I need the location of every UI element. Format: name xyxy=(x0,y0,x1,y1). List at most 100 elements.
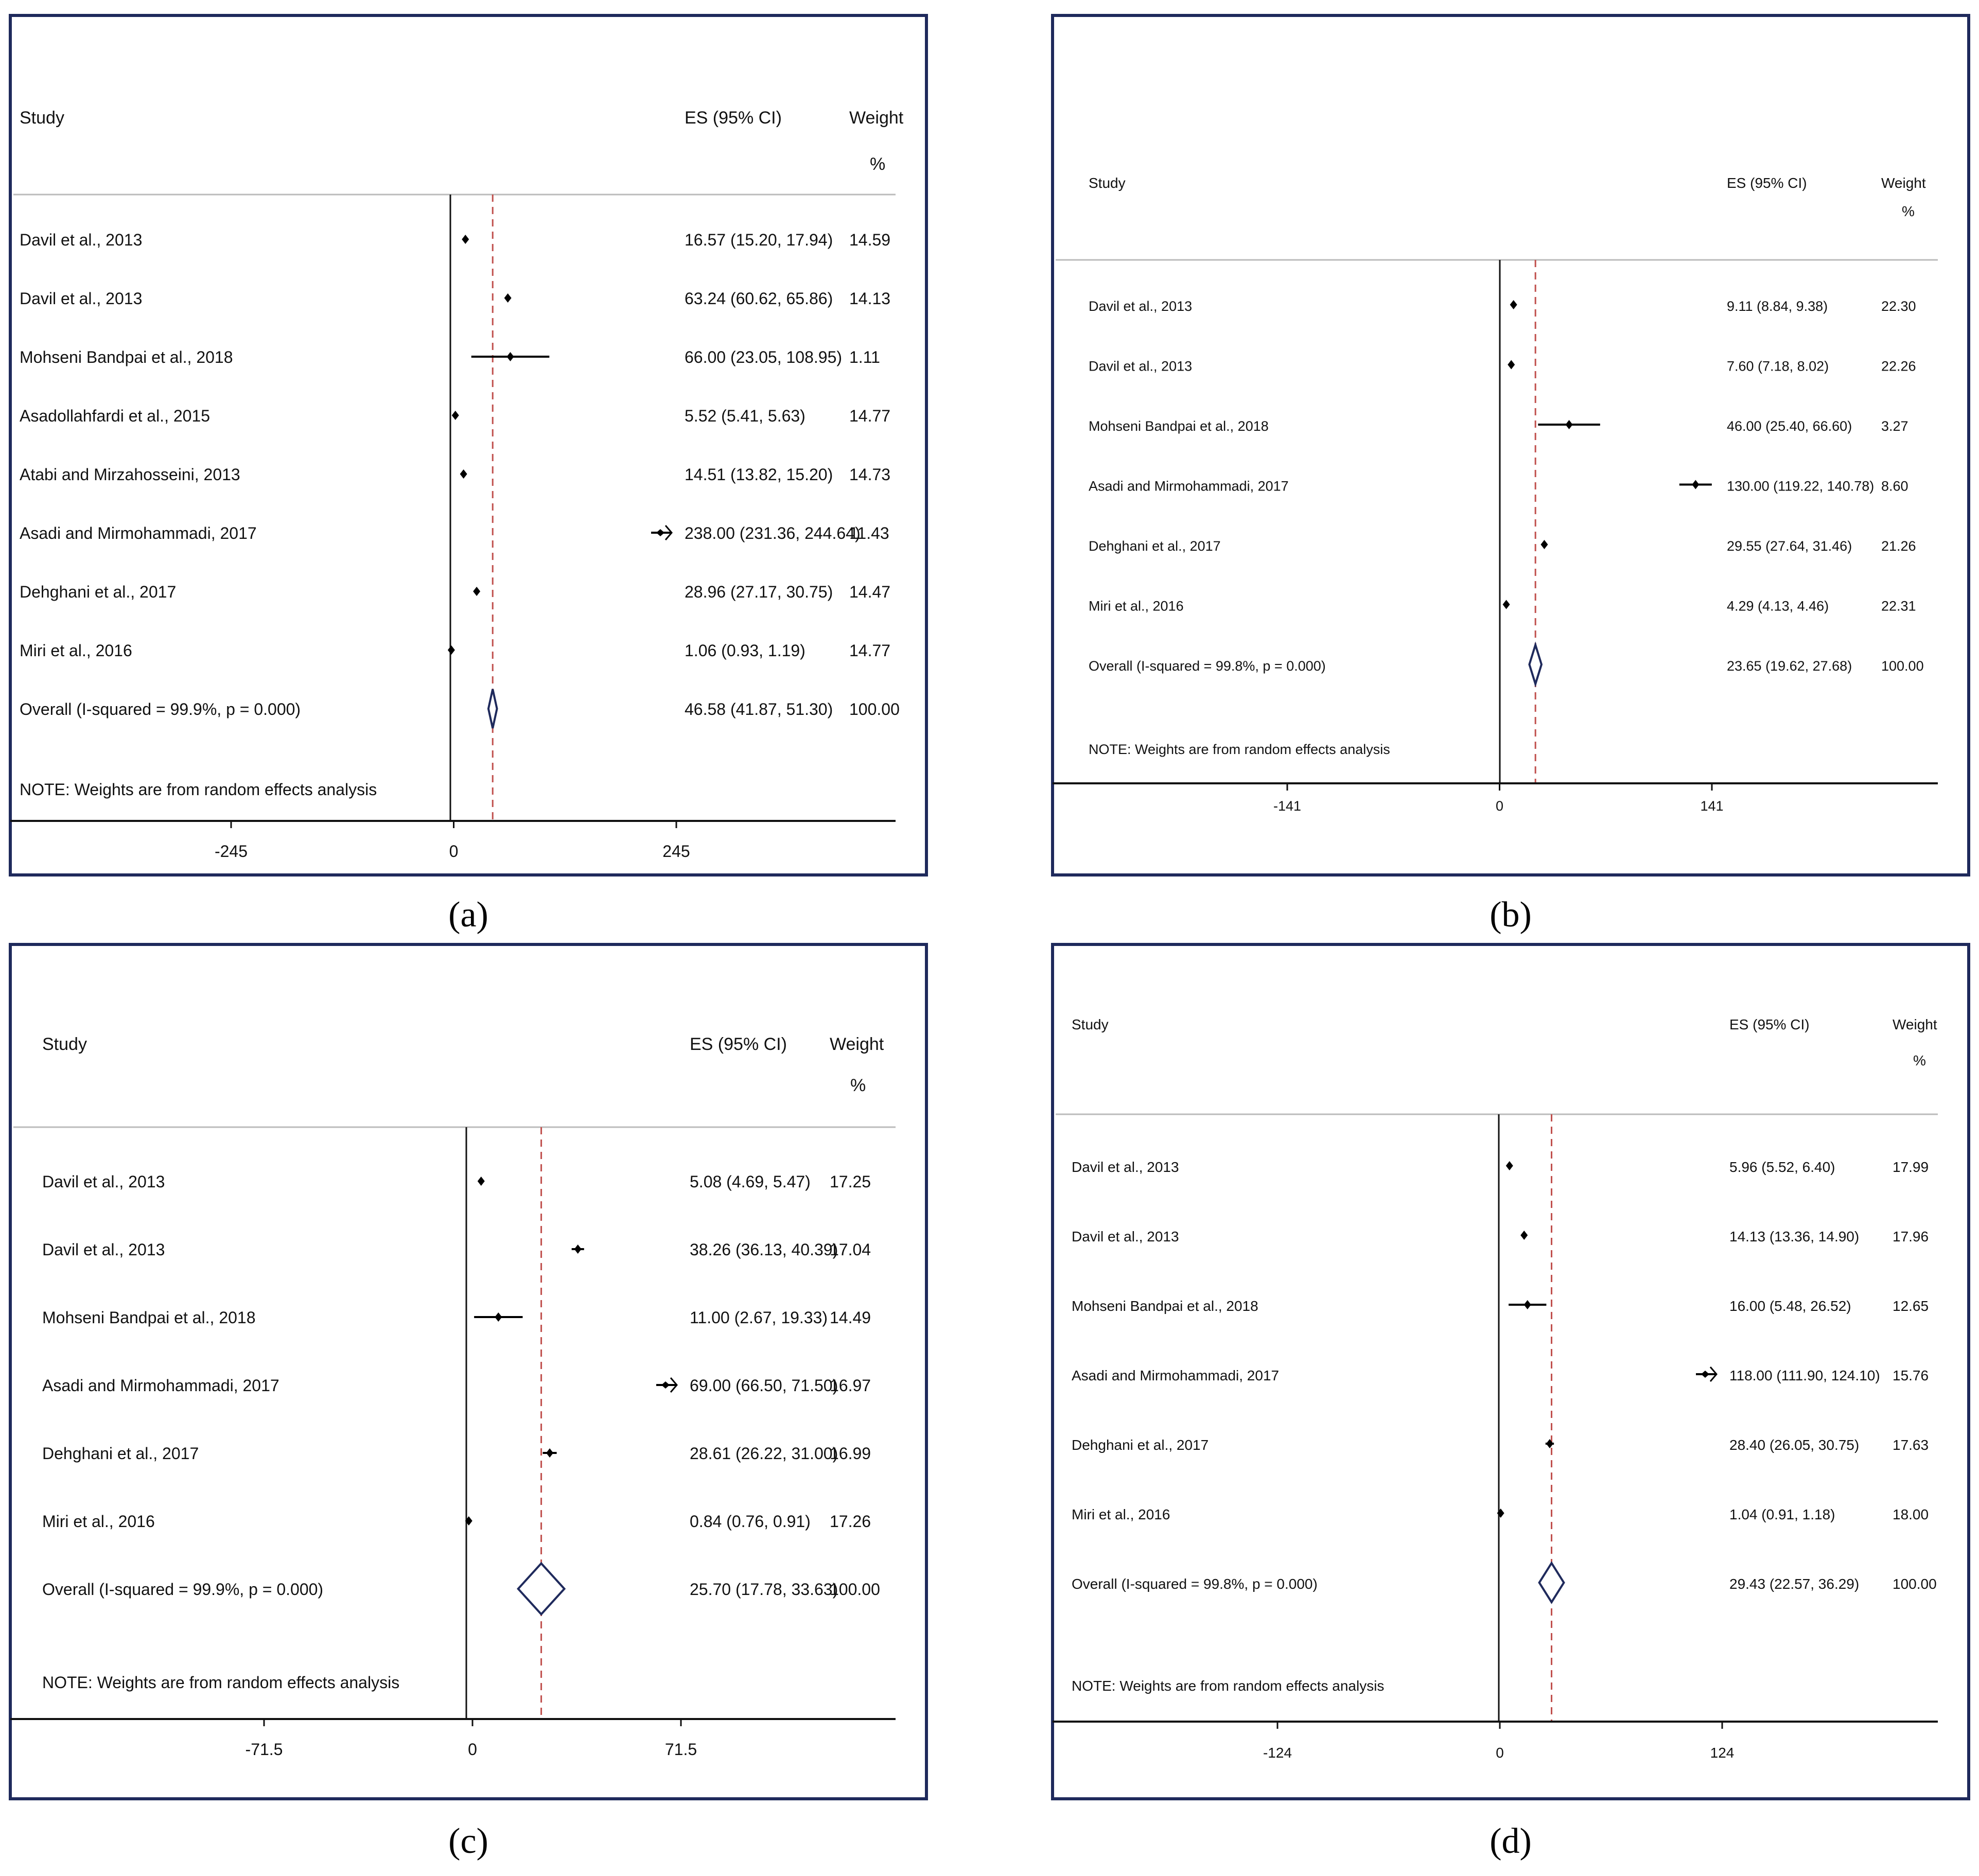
forest-panel-c: Study ES (95% CI) Weight% Davil et al., 201… xyxy=(9,943,928,1800)
study-weight: 16.97 xyxy=(830,1376,871,1395)
study-point xyxy=(495,1312,502,1322)
overall-diamond xyxy=(517,1562,566,1616)
panel-frame xyxy=(9,943,928,1800)
header-study: Study xyxy=(20,108,64,128)
x-tick-label: 245 xyxy=(662,842,690,861)
study-point xyxy=(1701,1371,1709,1378)
study-weight: 1.11 xyxy=(849,348,880,366)
study-label: Davil et al., 2013 xyxy=(42,1240,165,1259)
study-label: Miri et al., 2016 xyxy=(20,641,132,660)
header-es: ES (95% CI) xyxy=(1729,1016,1810,1032)
overall-label: Overall (I-squared = 99.9%, p = 0.000) xyxy=(20,700,301,718)
header-weight: Weight xyxy=(1881,175,1926,191)
study-label: Dehghani et al., 2017 xyxy=(20,583,176,601)
study-es-ci: 7.60 (7.18, 8.02) xyxy=(1727,359,1829,374)
x-tick-label: 0 xyxy=(1496,798,1503,814)
study-label: Mohseni Bandpai et al., 2018 xyxy=(1072,1298,1258,1314)
study-point xyxy=(462,235,469,244)
panel-caption-b: (b) xyxy=(1490,895,1532,935)
study-es-ci: 66.00 (23.05, 108.95) xyxy=(685,348,842,366)
study-label: Miri et al., 2016 xyxy=(42,1512,155,1531)
study-weight: 15.76 xyxy=(1893,1367,1929,1383)
study-label: Asadi and Mirmohammadi, 2017 xyxy=(20,524,257,542)
study-label: Asadollahfardi et al., 2015 xyxy=(20,407,210,425)
forest-panel-a: Study ES (95% CI) Weight% Davil et al., 201… xyxy=(9,14,928,876)
x-tick-label: -245 xyxy=(215,842,248,861)
study-weight: 17.96 xyxy=(1893,1229,1929,1244)
study-es-ci: 29.55 (27.64, 31.46) xyxy=(1727,538,1852,554)
header-weight-unit: % xyxy=(870,154,885,174)
study-label: Davil et al., 2013 xyxy=(1089,299,1192,314)
study-label: Miri et al., 2016 xyxy=(1072,1506,1170,1522)
header-weight-unit: % xyxy=(850,1076,866,1095)
study-weight: 17.25 xyxy=(830,1172,871,1191)
x-tick-label: 124 xyxy=(1710,1745,1735,1761)
study-point xyxy=(1540,540,1548,549)
study-arrow xyxy=(1709,1366,1718,1382)
overall-weight: 100.00 xyxy=(1881,658,1924,674)
study-weight: 17.26 xyxy=(830,1512,871,1531)
header-study: Study xyxy=(1089,175,1126,191)
header-weight: Weight xyxy=(849,108,904,128)
panel-frame xyxy=(1051,943,1970,1800)
study-es-ci: 5.96 (5.52, 6.40) xyxy=(1729,1159,1835,1175)
forest-panel-b: Study ES (95% CI) Weight% Davil et al., 201… xyxy=(1051,14,1970,876)
study-weight: 11.43 xyxy=(849,524,889,542)
study-point xyxy=(506,352,514,361)
header-weight-unit: % xyxy=(1902,203,1915,219)
study-es-ci: 5.52 (5.41, 5.63) xyxy=(685,407,805,425)
overall-label: Overall (I-squared = 99.8%, p = 0.000) xyxy=(1089,658,1326,674)
panel-frame xyxy=(1051,14,1970,876)
forest-panel-d: Study ES (95% CI) Weight% Davil et al., 201… xyxy=(1051,943,1970,1800)
study-es-ci: 16.00 (5.48, 26.52) xyxy=(1729,1298,1851,1314)
study-point xyxy=(1497,1509,1504,1518)
study-es-ci: 1.04 (0.91, 1.18) xyxy=(1729,1506,1835,1522)
study-label: Dehghani et al., 2017 xyxy=(42,1444,199,1463)
study-label: Davil et al., 2013 xyxy=(42,1172,165,1191)
header-es: ES (95% CI) xyxy=(1727,175,1807,191)
header-weight-unit: % xyxy=(1913,1053,1926,1068)
overall-weight: 100.00 xyxy=(849,700,900,718)
study-es-ci: 63.24 (60.62, 65.86) xyxy=(685,289,833,308)
header-study: Study xyxy=(1072,1016,1109,1032)
study-point xyxy=(1520,1231,1528,1240)
study-weight: 14.77 xyxy=(849,407,890,425)
study-label: Asadi and Mirmohammadi, 2017 xyxy=(1089,479,1289,494)
x-tick-label: 71.5 xyxy=(665,1740,697,1759)
study-point xyxy=(1505,1161,1513,1170)
study-label: Atabi and Mirzahosseini, 2013 xyxy=(20,465,240,484)
overall-label: Overall (I-squared = 99.9%, p = 0.000) xyxy=(42,1580,323,1599)
overall-weight: 100.00 xyxy=(830,1580,880,1599)
study-label: Davil et al., 2013 xyxy=(20,231,142,249)
study-es-ci: 14.51 (13.82, 15.20) xyxy=(685,465,833,484)
study-weight: 22.26 xyxy=(1881,359,1916,374)
study-es-ci: 9.11 (8.84, 9.38) xyxy=(1727,299,1828,314)
study-weight: 14.13 xyxy=(849,289,890,308)
x-tick-label: 0 xyxy=(468,1740,477,1759)
study-es-ci: 238.00 (231.36, 244.64) xyxy=(685,524,861,542)
study-weight: 14.47 xyxy=(849,583,890,601)
note-text: NOTE: Weights are from random effects an… xyxy=(42,1673,399,1692)
panel-caption-c: (c) xyxy=(448,1821,488,1861)
overall-diamond xyxy=(1538,1561,1565,1604)
study-point xyxy=(546,1448,554,1458)
study-weight: 3.27 xyxy=(1881,418,1908,434)
study-point xyxy=(1508,360,1515,370)
x-tick-label: 0 xyxy=(449,842,459,861)
header-weight: Weight xyxy=(1893,1016,1937,1032)
study-weight: 14.73 xyxy=(849,465,890,484)
study-es-ci: 14.13 (13.36, 14.90) xyxy=(1729,1229,1859,1244)
study-arrow xyxy=(670,1377,678,1393)
study-point xyxy=(1546,1439,1553,1448)
study-point xyxy=(465,1516,472,1526)
note-text: NOTE: Weights are from random effects an… xyxy=(1089,742,1390,757)
study-weight: 16.99 xyxy=(830,1444,871,1463)
header-study: Study xyxy=(42,1035,87,1054)
overall-es-ci: 29.43 (22.57, 36.29) xyxy=(1729,1576,1859,1592)
overall-es-ci: 46.58 (41.87, 51.30) xyxy=(685,700,833,718)
panel-frame xyxy=(9,14,928,876)
study-es-ci: 28.96 (27.17, 30.75) xyxy=(685,583,833,601)
overall-diamond xyxy=(487,689,498,729)
study-point xyxy=(451,411,459,420)
overall-weight: 100.00 xyxy=(1893,1576,1937,1592)
